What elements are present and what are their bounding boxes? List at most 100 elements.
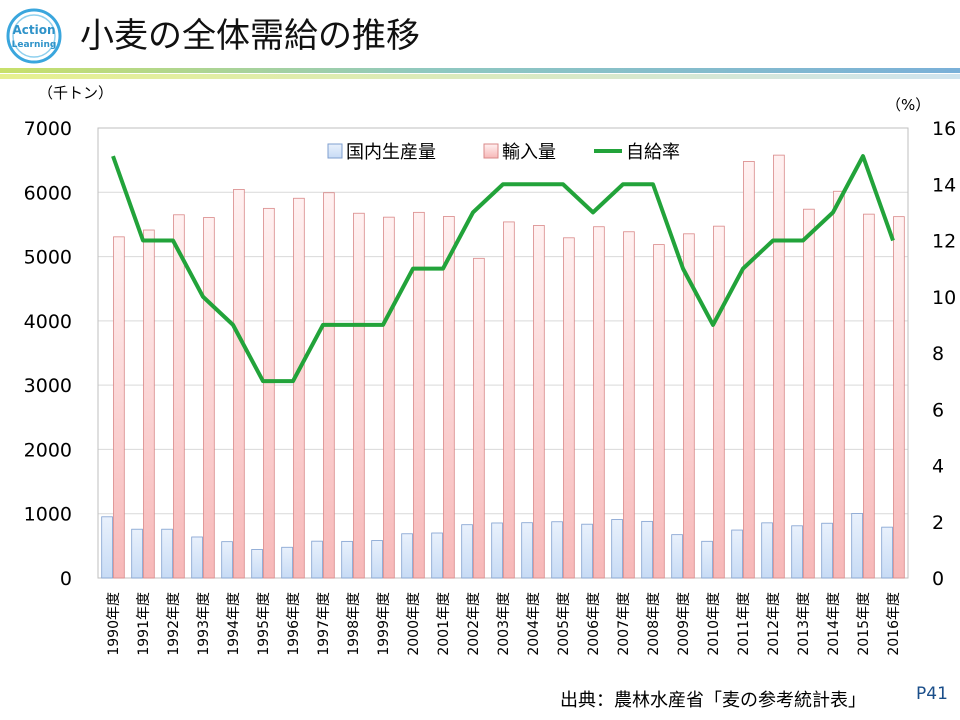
- domestic-bar: [581, 523, 593, 579]
- import-bar: [353, 212, 365, 579]
- x-tick-label: 1992年度: [166, 592, 182, 656]
- x-tick-label: 1995年度: [256, 592, 272, 656]
- import-bar: [113, 236, 125, 579]
- domestic-bar: [791, 525, 803, 579]
- import-bar: [473, 257, 485, 579]
- import-bar: [203, 217, 215, 579]
- legend-domestic-swatch: [327, 143, 343, 159]
- domestic-bar: [641, 520, 653, 579]
- action-learning-logo: Action Learning: [6, 8, 62, 64]
- import-bar: [533, 225, 545, 579]
- legend-import-label: 輸入量: [502, 142, 556, 163]
- legend-import-swatch: [483, 143, 499, 159]
- x-tick-label: 1998年度: [346, 592, 362, 656]
- y2-tick-label: 14: [932, 174, 956, 196]
- x-tick-label: 1996年度: [286, 592, 302, 656]
- import-bar: [743, 161, 755, 579]
- import-bar: [863, 213, 875, 579]
- y-tick-label: 7000: [24, 118, 72, 140]
- x-tick-label: 2005年度: [556, 592, 572, 656]
- domestic-bar: [221, 541, 233, 579]
- y-tick-label: 3000: [24, 375, 72, 397]
- domestic-bar: [311, 540, 323, 579]
- domestic-bar: [701, 540, 713, 579]
- domestic-bar: [461, 524, 473, 579]
- import-bar: [803, 208, 815, 579]
- y2-tick-label: 0: [932, 568, 944, 590]
- y-tick-label: 6000: [24, 182, 72, 204]
- domestic-bar: [851, 513, 863, 579]
- domestic-bar: [341, 540, 353, 579]
- x-tick-label: 1991年度: [136, 592, 152, 656]
- domestic-bar: [761, 522, 773, 579]
- import-bar: [413, 211, 425, 579]
- import-bar: [563, 237, 575, 579]
- import-bar: [653, 244, 665, 579]
- y2-tick-label: 6: [932, 399, 944, 421]
- legend-domestic-label: 国内生産量: [346, 142, 436, 163]
- import-bar: [443, 216, 455, 579]
- y-tick-label: 0: [60, 568, 72, 590]
- plot-area: [97, 127, 909, 579]
- logo-text-learning: Learning: [12, 40, 57, 50]
- domestic-bar: [881, 526, 893, 579]
- x-tick-label: 2001年度: [436, 592, 452, 656]
- x-tick-label: 2009年度: [676, 592, 692, 656]
- y-tick-label: 1000: [24, 504, 72, 526]
- domestic-bar: [401, 533, 413, 579]
- y2-tick-label: 8: [932, 343, 944, 365]
- import-bar: [383, 216, 395, 579]
- left-axis-unit: （千トン）: [38, 84, 114, 102]
- x-tick-label: 2010年度: [706, 592, 722, 656]
- domestic-bar: [821, 522, 833, 579]
- domestic-bar: [551, 521, 563, 579]
- import-bar: [683, 233, 695, 579]
- import-bar: [893, 216, 905, 579]
- x-tick-label: 1990年度: [106, 592, 122, 656]
- y-tick-label: 5000: [24, 247, 72, 269]
- x-tick-label: 1997年度: [316, 592, 332, 656]
- domestic-bar: [191, 536, 203, 579]
- y2-tick-label: 4: [932, 456, 944, 478]
- x-tick-label: 2006年度: [586, 592, 602, 656]
- x-tick-label: 2004年度: [526, 592, 542, 656]
- domestic-bar: [281, 546, 293, 579]
- y-tick-label: 4000: [24, 311, 72, 333]
- x-tick-label: 1993年度: [196, 592, 212, 656]
- x-tick-label: 2002年度: [466, 592, 482, 656]
- y2-tick-label: 16: [932, 118, 956, 140]
- domestic-bar: [521, 522, 533, 579]
- x-tick-label: 2003年度: [496, 592, 512, 656]
- x-tick-label: 2007年度: [616, 592, 632, 656]
- x-tick-label: 2014年度: [826, 592, 842, 656]
- domestic-bar: [101, 516, 113, 579]
- page-title: 小麦の全体需給の推移: [80, 16, 420, 56]
- page-number: P41: [916, 684, 948, 704]
- x-tick-label: 2012年度: [766, 592, 782, 656]
- import-bar: [503, 221, 515, 579]
- domestic-bar: [251, 549, 263, 579]
- domestic-bar: [431, 532, 443, 579]
- domestic-bar: [131, 528, 143, 579]
- title-underline: [0, 68, 960, 79]
- import-bar: [143, 229, 155, 579]
- import-bar: [593, 226, 605, 579]
- domestic-bar: [491, 522, 503, 579]
- x-tick-label: 1994年度: [226, 592, 242, 656]
- domestic-bar: [371, 540, 383, 579]
- x-tick-label: 2013年度: [796, 592, 812, 656]
- x-tick-label: 2015年度: [856, 592, 872, 656]
- y2-tick-label: 12: [932, 231, 956, 253]
- source-note: 出典：農林水産省「麦の参考統計表」: [560, 690, 866, 711]
- legend: 国内生産量 輸入量 自給率: [327, 142, 680, 163]
- domestic-bar: [671, 534, 683, 579]
- x-tick-label: 2000年度: [406, 592, 422, 656]
- import-bar: [773, 154, 785, 579]
- x-tick-label: 2008年度: [646, 592, 662, 656]
- x-tick-label: 2011年度: [736, 592, 752, 656]
- legend-ratio-label: 自給率: [626, 142, 680, 163]
- import-bar: [173, 214, 185, 579]
- import-bar: [263, 207, 275, 579]
- logo-text-action: Action: [12, 23, 55, 37]
